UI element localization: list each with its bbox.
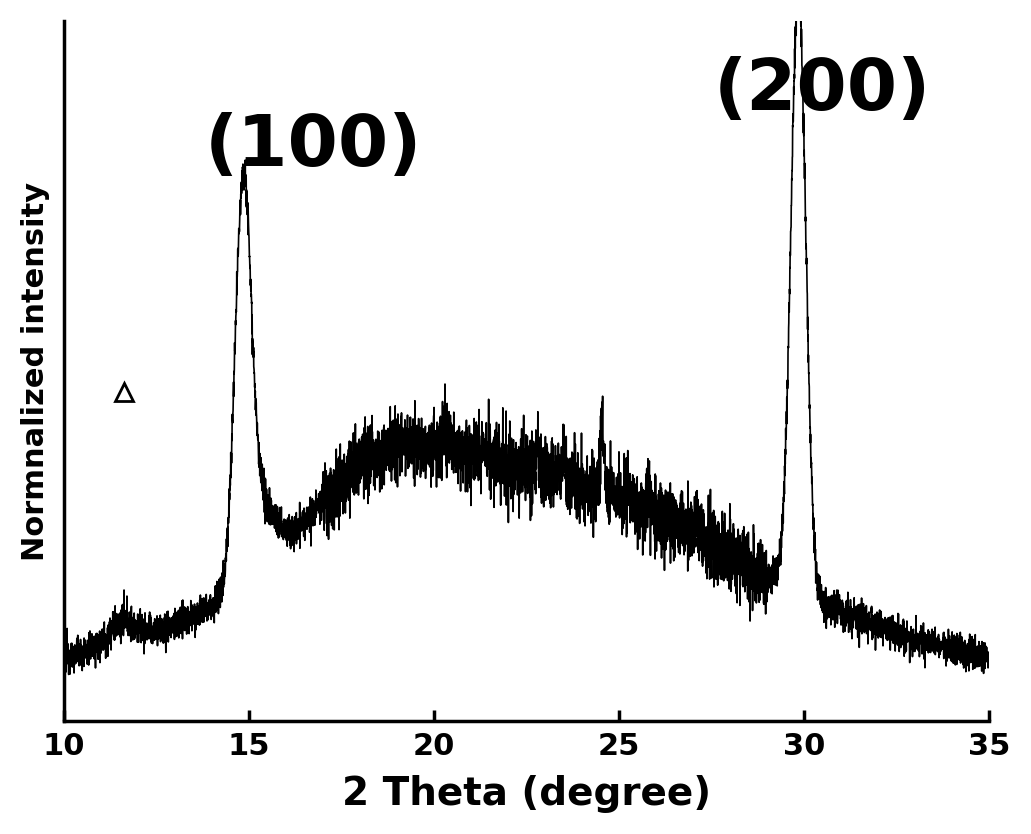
X-axis label: 2 Theta (degree): 2 Theta (degree) — [342, 775, 711, 813]
Text: (200): (200) — [713, 57, 931, 125]
Y-axis label: Normnalized intensity: Normnalized intensity — [21, 182, 49, 560]
Text: (100): (100) — [205, 113, 423, 181]
